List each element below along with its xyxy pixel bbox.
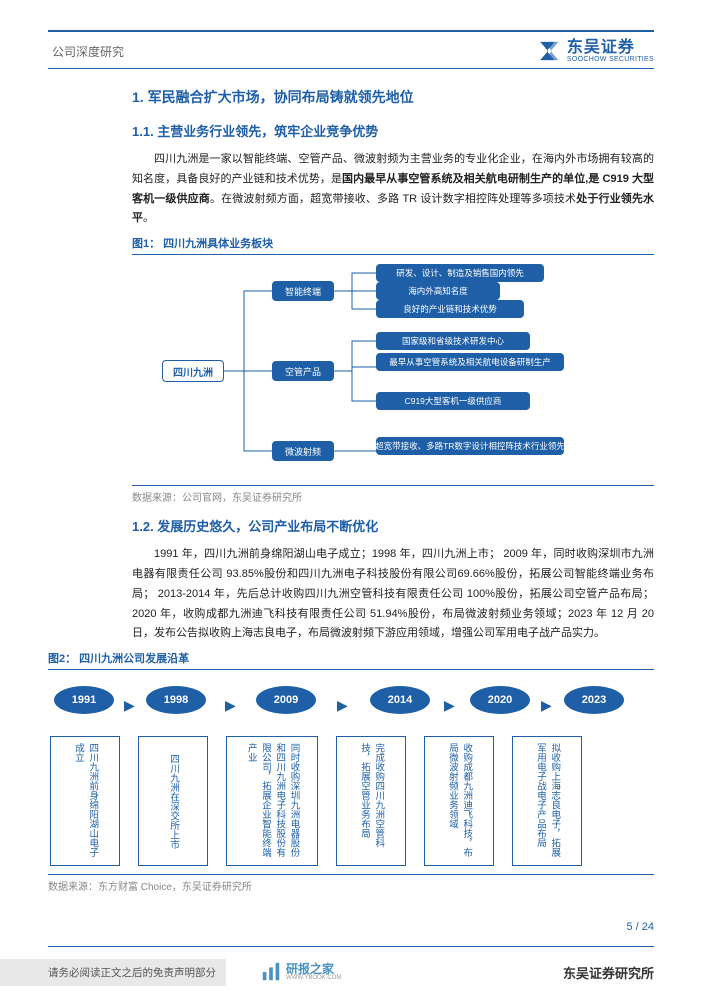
page-footer: 请务必阅读正文之后的免责声明部分 东吴证券研究所 [0, 953, 702, 991]
tree-mid-node: 空管产品 [272, 361, 334, 381]
arrow-right-icon: ▶ [337, 697, 348, 714]
tree-leaf-node: 国家级和省级技术研发中心 [376, 332, 530, 350]
company-logo: 东吴证券 SOOCHOW SECURITIES [535, 38, 654, 64]
paragraph-2: 1991 年，四川九洲前身绵阳湖山电子成立；1998 年，四川九洲上市； 200… [132, 545, 654, 644]
timeline-year: 2020 [470, 686, 530, 714]
paragraph-1: 四川九洲是一家以智能终端、空管产品、微波射频为主营业务的专业化企业，在海内外市场… [132, 150, 654, 229]
figure-2-source: 数据来源：东方财富 Choice，东吴证券研究所 [48, 874, 654, 893]
arrow-right-icon: ▶ [124, 697, 135, 714]
figure-1-title: 图1： 四川九洲具体业务板块 [132, 235, 654, 255]
timeline: 1991 ▶ 1998 ▶ 2009 ▶ 2014 ▶ 2020 ▶ 2023 [48, 680, 654, 730]
doc-type: 公司深度研究 [48, 43, 124, 60]
timeline-box: 拟收购上海志良电子，拓展军用电子战电子产品布局 [512, 736, 582, 866]
tree-mid-node: 微波射频 [272, 441, 334, 461]
tree-mid-node: 智能终端 [272, 281, 334, 301]
timeline-box: 四川九洲前身绵阳湖山电子成立 [50, 736, 120, 866]
page-number: 5 / 24 [626, 921, 654, 933]
para1-text-e: 。 [143, 212, 154, 224]
section-1-title: 1. 军民融合扩大市场，协同布局铸就领先地位 [132, 87, 654, 107]
figure-1-diagram: 四川九洲 智能终端 空管产品 微波射频 研发、设计、制造及销售国内领先 海内外高… [132, 263, 654, 481]
tree-leaf-node: 最早从事空管系统及相关航电设备研制生产 [376, 353, 564, 371]
timeline-box: 收购成都九洲迪飞科技，布局微波射频业务领域 [424, 736, 494, 866]
timeline-box: 同时收购深圳九洲电器股份和四川九洲电子科技股份有限公司，拓展企业智能终端产业 [226, 736, 318, 866]
tree-leaf-node: 超宽带接收、多路TR数字设计相控阵技术行业领先 [376, 437, 564, 455]
timeline-boxes: 四川九洲前身绵阳湖山电子成立四川九洲在深交所上市同时收购深圳九洲电器股份和四川九… [48, 736, 654, 866]
timeline-year: 1998 [146, 686, 206, 714]
footer-org: 东吴证券研究所 [563, 963, 654, 982]
logo-mark-icon [535, 38, 561, 64]
header-row: 公司深度研究 东吴证券 SOOCHOW SECURITIES [48, 38, 654, 64]
timeline-year: 1991 [54, 686, 114, 714]
tree-root-node: 四川九洲 [162, 360, 224, 382]
arrow-right-icon: ▶ [225, 697, 236, 714]
timeline-box: 完成收购四川九洲空管科技，拓展空管业务布局 [336, 736, 406, 866]
logo-en-text: SOOCHOW SECURITIES [567, 56, 654, 63]
arrow-right-icon: ▶ [541, 697, 552, 714]
timeline-year: 2023 [564, 686, 624, 714]
timeline-box: 四川九洲在深交所上市 [138, 736, 208, 866]
disclaimer-text: 请务必阅读正文之后的免责声明部分 [0, 959, 226, 986]
para1-text-c: 。在微波射频方面，超宽带接收、多路 TR 设计数字相控阵处理等多项技术 [210, 193, 576, 205]
arrow-right-icon: ▶ [444, 697, 455, 714]
tree-leaf-node: 海内外高知名度 [376, 282, 500, 300]
tree-leaf-node: 研发、设计、制造及销售国内领先 [376, 264, 544, 282]
tree-leaf-node: 良好的产业链和技术优势 [376, 300, 524, 318]
timeline-year: 2009 [256, 686, 316, 714]
timeline-year: 2014 [370, 686, 430, 714]
tree-leaf-node: C919大型客机一级供应商 [376, 392, 530, 410]
figure-1-source: 数据来源：公司官网，东吴证券研究所 [132, 485, 654, 504]
logo-cn-text: 东吴证券 [567, 40, 654, 56]
figure-2-title: 图2： 四川九洲公司发展沿革 [48, 650, 654, 670]
section-1-2-title: 1.2. 发展历史悠久，公司产业布局不断优化 [132, 516, 654, 535]
section-1-1-title: 1.1. 主营业务行业领先，筑牢企业竞争优势 [132, 121, 654, 140]
